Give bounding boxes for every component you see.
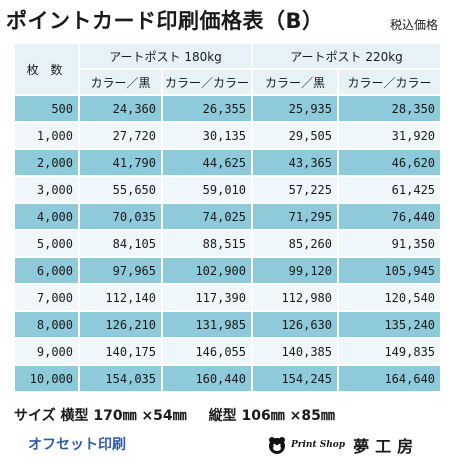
card-size-line: サイズ 横型 170㎜ ×54㎜ 縦型 106㎜ ×85㎜ [14, 405, 335, 425]
price-180-color-black: 97,965 [78, 256, 163, 285]
table-row: 5,000 84,105 88,515 85,260 91,350 [13, 229, 443, 258]
row-quantity: 7,000 [13, 283, 80, 312]
row-quantity: 10,000 [13, 364, 80, 393]
price-180-color-black: 24,360 [78, 94, 163, 123]
price-180-color-color: 117,390 [160, 283, 254, 312]
table-subheader-row: カラー／黒 カラー／カラー カラー／黒 カラー／カラー [14, 68, 443, 96]
price-table: 枚 数 アートポスト 180kg アートポスト 220kg カラー／黒 カラー／… [13, 42, 443, 393]
paper-180kg-header: アートポスト 180kg [77, 42, 254, 70]
price-220-color-black: 126,630 [251, 310, 340, 339]
logo-script-text: Print Shop [291, 440, 346, 450]
row-quantity: 8,000 [13, 310, 80, 339]
page-title: ポイントカード印刷価格表（B） [6, 9, 324, 33]
price-180-color-color: 44,625 [160, 148, 254, 177]
table-row: 500 24,360 26,355 25,935 28,350 [13, 94, 443, 123]
table-row: 7,000 112,140 117,390 112,980 120,540 [13, 283, 443, 312]
size-label: サイズ [14, 408, 56, 424]
portrait-size: 縦型 106㎜ ×85㎜ [208, 408, 335, 424]
price-180-color-black: 41,790 [78, 148, 163, 177]
price-180-color-color: 146,055 [160, 337, 254, 366]
subheader-180-color-black: カラー／黒 [78, 68, 163, 96]
price-180-color-black: 84,105 [78, 229, 163, 258]
table-header-row: 枚 数 アートポスト 180kg アートポスト 220kg [13, 42, 443, 96]
price-180-color-black: 140,175 [78, 337, 163, 366]
price-220-color-color: 46,620 [337, 148, 443, 177]
row-quantity: 6,000 [13, 256, 80, 285]
row-quantity: 1,000 [13, 121, 80, 150]
table-row: 9,000 140,175 146,055 140,385 149,835 [13, 337, 443, 366]
price-220-color-black: 99,120 [251, 256, 340, 285]
price-220-color-color: 105,945 [337, 256, 443, 285]
price-220-color-color: 31,920 [337, 121, 443, 150]
price-180-color-black: 154,035 [78, 364, 163, 393]
subheader-220-color-black: カラー／黒 [251, 68, 340, 96]
subheader-220-color-color: カラー／カラー [337, 68, 443, 96]
price-220-color-color: 120,540 [337, 283, 443, 312]
price-220-color-color: 135,240 [337, 310, 443, 339]
table-row: 4,000 70,035 74,025 71,295 76,440 [13, 202, 443, 231]
price-220-color-color: 61,425 [337, 175, 443, 204]
row-quantity: 9,000 [13, 337, 80, 366]
price-220-color-black: 140,385 [251, 337, 340, 366]
price-220-color-color: 164,640 [337, 364, 443, 393]
tax-included-note: 税込価格 [389, 18, 438, 32]
price-220-color-black: 112,980 [251, 283, 340, 312]
price-220-color-black: 25,935 [251, 94, 340, 123]
landscape-size: 横型 170㎜ ×54㎜ [60, 408, 187, 424]
logo-brand-text: 夢工房 [353, 437, 420, 456]
price-180-color-black: 112,140 [78, 283, 163, 312]
print-method: オフセット印刷 [28, 437, 126, 453]
table-row: 3,000 55,650 59,010 57,225 61,425 [13, 175, 443, 204]
price-220-color-color: 28,350 [337, 94, 443, 123]
table-row: 6,000 97,965 102,900 99,120 105,945 [13, 256, 443, 285]
table-row: 2,000 41,790 44,625 43,365 46,620 [13, 148, 443, 177]
price-180-color-color: 74,025 [160, 202, 254, 231]
row-quantity: 4,000 [13, 202, 80, 231]
price-220-color-black: 85,260 [251, 229, 340, 258]
price-180-color-black: 27,720 [78, 121, 163, 150]
price-180-color-color: 59,010 [160, 175, 254, 204]
row-quantity: 5,000 [13, 229, 80, 258]
table-row: 8,000 126,210 131,985 126,630 135,240 [13, 310, 443, 339]
price-220-color-color: 76,440 [337, 202, 443, 231]
price-180-color-color: 26,355 [160, 94, 254, 123]
subheader-180-color-color: カラー／カラー [160, 68, 254, 96]
row-quantity: 3,000 [13, 175, 80, 204]
price-180-color-color: 131,985 [160, 310, 254, 339]
price-220-color-color: 91,350 [337, 229, 443, 258]
price-220-color-color: 149,835 [337, 337, 443, 366]
price-180-color-color: 30,135 [160, 121, 254, 150]
price-220-color-black: 29,505 [251, 121, 340, 150]
price-180-color-color: 102,900 [160, 256, 254, 285]
quantity-header: 枚 数 [13, 42, 80, 96]
shop-mascot-icon [269, 437, 285, 454]
price-220-color-black: 154,245 [251, 364, 340, 393]
price-220-color-black: 43,365 [251, 148, 340, 177]
price-220-color-black: 57,225 [251, 175, 340, 204]
price-180-color-color: 160,440 [160, 364, 254, 393]
row-quantity: 500 [13, 94, 80, 123]
row-quantity: 2,000 [13, 148, 80, 177]
price-180-color-black: 126,210 [78, 310, 163, 339]
price-220-color-black: 71,295 [251, 202, 340, 231]
price-180-color-black: 55,650 [78, 175, 163, 204]
table-row: 10,000 154,035 160,440 154,245 164,640 [13, 364, 443, 393]
table-row: 1,000 27,720 30,135 29,505 31,920 [13, 121, 443, 150]
shop-logo: Print Shop 夢工房 [266, 433, 419, 457]
paper-220kg-header: アートポスト 220kg [251, 42, 443, 70]
price-180-color-color: 88,515 [160, 229, 254, 258]
price-180-color-black: 70,035 [78, 202, 163, 231]
